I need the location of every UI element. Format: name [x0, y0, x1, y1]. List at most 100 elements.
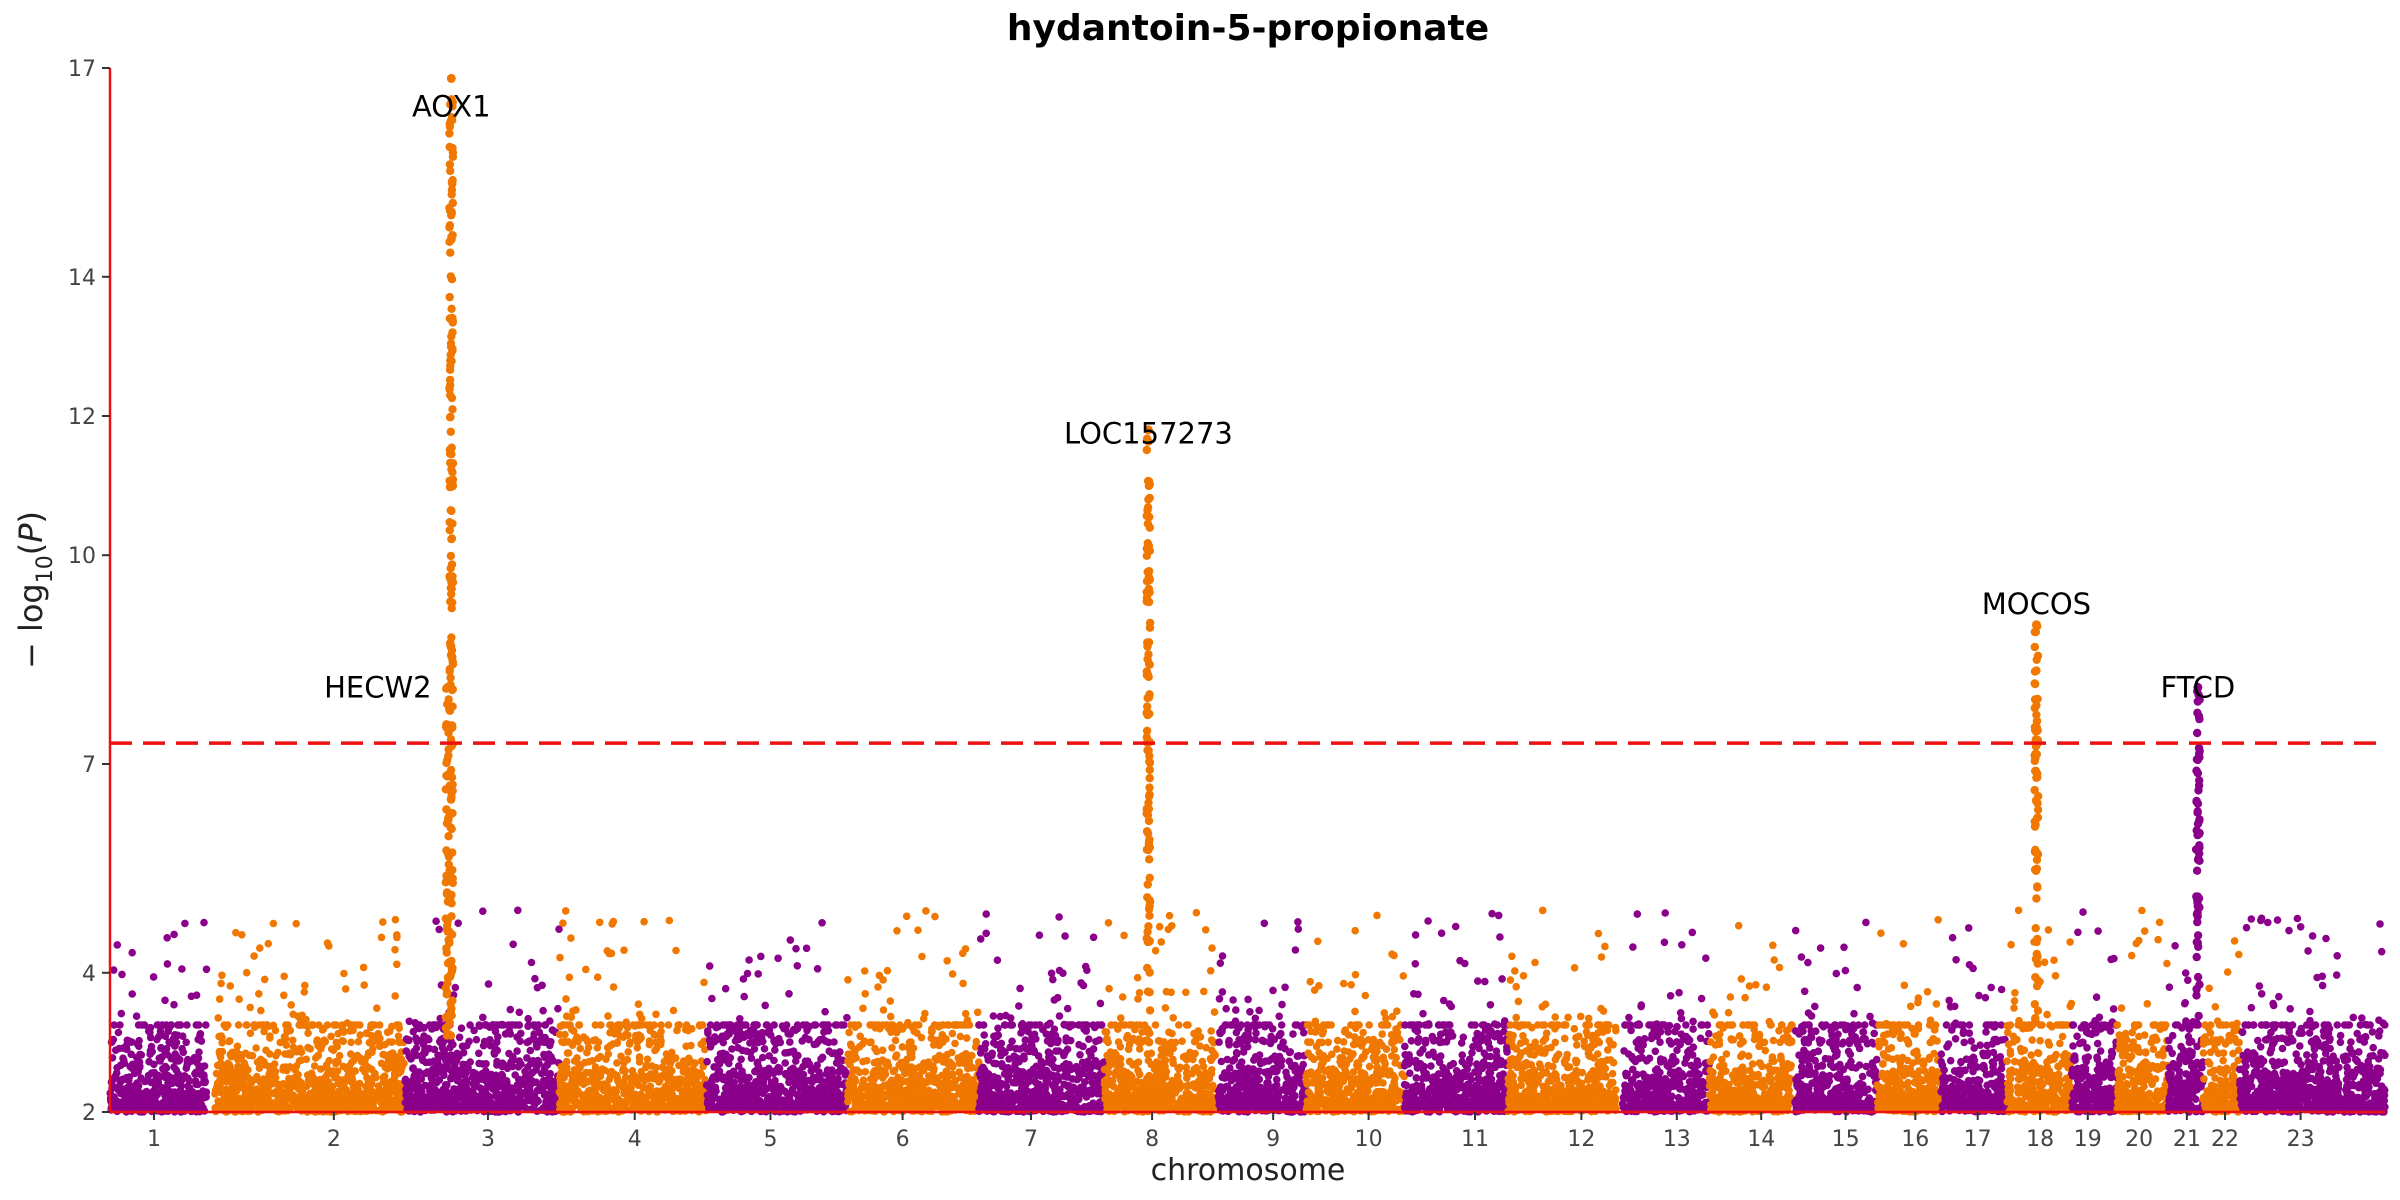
snp-point	[246, 1003, 254, 1012]
snp-point	[175, 1089, 184, 1097]
snp-point	[353, 1051, 362, 1060]
snp-point	[1069, 1102, 1077, 1111]
snp-point	[861, 990, 869, 998]
snp-point	[948, 970, 957, 978]
snp-point	[510, 1056, 518, 1064]
snp-point	[505, 1027, 513, 1035]
snp-point	[929, 1067, 938, 1075]
snp-point	[891, 1036, 900, 1045]
snp-point	[173, 1053, 181, 1061]
snp-point	[218, 1033, 226, 1042]
snp-point	[928, 1027, 936, 1035]
snp-point	[749, 1089, 758, 1098]
snp-point	[635, 1053, 644, 1061]
snp-point	[488, 1021, 497, 1029]
snp-point	[722, 1032, 731, 1041]
snp-point	[114, 1083, 122, 1091]
snp-point	[470, 1026, 478, 1035]
snp-point	[546, 1017, 554, 1025]
snp-point	[253, 1058, 262, 1066]
snp-point	[620, 946, 628, 954]
snp-point	[561, 1070, 569, 1079]
snp-point	[645, 1102, 653, 1111]
snp-point	[515, 1008, 524, 1017]
snp-point	[939, 1038, 947, 1046]
snp-point	[365, 1038, 374, 1047]
snp-point	[411, 1019, 419, 1027]
snp-point	[658, 1063, 667, 1072]
snp-point	[456, 1104, 465, 1112]
snp-point	[681, 1025, 690, 1034]
snp-point	[957, 1073, 965, 1082]
snp-point	[260, 975, 269, 984]
snp-point	[721, 1075, 729, 1083]
snp-point	[667, 1091, 675, 1100]
snp-point	[201, 1078, 209, 1087]
snp-point	[575, 1021, 583, 1029]
snp-point	[454, 919, 463, 927]
snp-point	[719, 1097, 727, 1105]
snp-point	[768, 1101, 776, 1110]
snp-point	[513, 1047, 521, 1055]
snp-point	[918, 1066, 926, 1074]
snp-point	[1022, 1025, 1030, 1033]
snp-point	[128, 948, 136, 957]
snp-point	[315, 1021, 323, 1029]
snp-point	[554, 1004, 562, 1013]
snp-point	[144, 1103, 152, 1111]
snp-point	[325, 942, 333, 950]
snp-point	[183, 1021, 191, 1029]
snp-point	[479, 1013, 487, 1022]
snp-point	[364, 1104, 373, 1112]
snp-point	[110, 1095, 119, 1104]
snp-point	[1063, 1036, 1071, 1044]
snp-point	[253, 1072, 261, 1081]
snp-point	[446, 1043, 454, 1052]
snp-point	[242, 1021, 251, 1029]
snp-point	[731, 1096, 740, 1105]
snp-point	[951, 1039, 959, 1048]
snp-point	[1089, 1071, 1098, 1080]
snp-point	[696, 1069, 705, 1077]
snp-point	[609, 983, 618, 991]
snp-point	[888, 1044, 896, 1052]
snp-point	[412, 1092, 421, 1101]
snp-point	[360, 1067, 369, 1075]
snp-point	[648, 1088, 656, 1097]
snp-point	[349, 1103, 358, 1111]
snp-point	[687, 1041, 695, 1050]
snp-point	[427, 1073, 436, 1082]
snp-point	[781, 1070, 790, 1079]
snp-point	[509, 940, 517, 949]
snp-point	[373, 1004, 381, 1012]
snp-point	[931, 1054, 940, 1063]
snp-point	[514, 1063, 523, 1071]
snp-point	[539, 1006, 547, 1015]
snp-point	[367, 1088, 376, 1097]
snp-point	[758, 1053, 767, 1062]
snp-point	[491, 1027, 500, 1036]
snp-point	[230, 1051, 238, 1059]
snp-point	[996, 1012, 1005, 1021]
snp-point	[438, 1052, 446, 1061]
snp-point	[640, 917, 648, 926]
snp-point	[531, 974, 539, 983]
snp-point	[257, 1006, 265, 1015]
snp-point	[739, 1102, 748, 1110]
snp-point	[700, 978, 708, 987]
snp-point	[588, 1076, 597, 1084]
snp-point	[938, 1031, 947, 1039]
snp-point	[989, 1012, 998, 1020]
snp-point	[735, 1084, 744, 1093]
snp-point	[212, 1069, 221, 1078]
snp-point	[280, 991, 288, 1000]
snp-point	[1061, 1048, 1069, 1057]
snp-point	[738, 1067, 746, 1075]
snp-point	[991, 1091, 999, 1100]
snp-point	[603, 1081, 611, 1090]
snp-point	[356, 1021, 364, 1029]
snp-point	[563, 1063, 571, 1072]
snp-point	[990, 1039, 998, 1047]
snp-point	[629, 1021, 637, 1029]
snp-point	[343, 1019, 352, 1027]
